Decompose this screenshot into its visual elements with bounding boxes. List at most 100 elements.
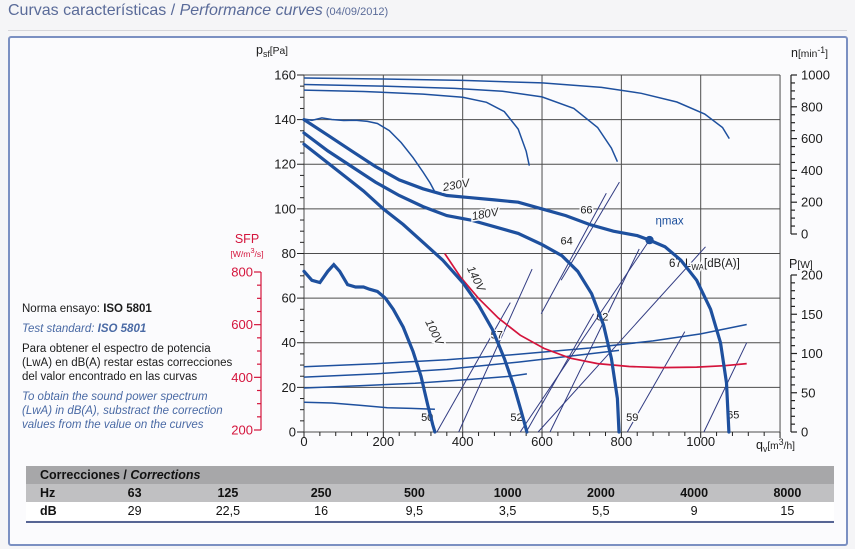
title-separator: / bbox=[166, 2, 180, 19]
sfp-axis-units: [W/m3/s] bbox=[230, 246, 263, 259]
voltage-label-230V: 230V bbox=[441, 177, 472, 194]
table-cell: 29 bbox=[127, 504, 142, 518]
pressure-tick: 160 bbox=[274, 67, 296, 82]
flow-tick: 800 bbox=[611, 434, 633, 449]
table-cell: 22,5 bbox=[215, 504, 241, 518]
table-cell: Hz bbox=[40, 486, 56, 500]
title-spanish: Curvas características bbox=[8, 2, 167, 19]
efficiency-max-label: ηmax bbox=[655, 215, 683, 227]
speed-tick: 0 bbox=[801, 227, 808, 242]
power-tick: 0 bbox=[801, 425, 808, 440]
speed-curve-n-140V bbox=[303, 89, 531, 166]
table-cell: 16 bbox=[314, 504, 329, 518]
frequency-row: Hz 63 125 250 500 1000 2000 4000 8000 bbox=[26, 484, 834, 502]
pressure-tick: 0 bbox=[289, 425, 296, 440]
table-cell: 9,5 bbox=[405, 504, 424, 518]
sound-label-52: 52 bbox=[510, 412, 522, 424]
speed-curve-n-230V bbox=[303, 77, 730, 139]
pressure-axis-title: psf[Pa] bbox=[256, 43, 288, 59]
sound-label-59: 59 bbox=[626, 412, 638, 424]
power-curve-P-230V bbox=[303, 323, 747, 368]
corrections-table-title: Correcciones / Corrections bbox=[26, 466, 834, 484]
table-cell: dB bbox=[40, 504, 57, 518]
flow-tick: 0 bbox=[300, 434, 307, 449]
flow-tick: 600 bbox=[531, 434, 553, 449]
flow-tick: 400 bbox=[452, 434, 474, 449]
sfp-tick: 600 bbox=[231, 317, 253, 332]
speed-curve-n-180V bbox=[303, 83, 619, 163]
table-cell: 2000 bbox=[586, 486, 615, 500]
sound-line-57 bbox=[458, 268, 533, 433]
power-curve-P-140V bbox=[303, 373, 528, 389]
power-tick: 50 bbox=[801, 385, 815, 400]
pressure-tick: 100 bbox=[274, 201, 296, 216]
corrections-table: Correcciones / Corrections Hz 63 125 250 500… bbox=[26, 466, 834, 523]
pressure-tick: 80 bbox=[282, 246, 296, 261]
table-underline bbox=[26, 521, 834, 523]
chart-frame: 160 140 120 100 80 60 40 20 0 psf[Pa] 0 200 400 600 80… bbox=[8, 36, 848, 546]
speed-tick: 200 bbox=[801, 195, 823, 210]
table-cell: 3,5 bbox=[498, 504, 517, 518]
table-cell: 125 bbox=[217, 486, 239, 500]
pressure-tick: 20 bbox=[282, 380, 296, 395]
pressure-tick: 120 bbox=[274, 157, 296, 172]
table-cell: 15 bbox=[780, 504, 795, 518]
test-standard-note: Norma ensayo: ISO 5801 Test standard: IS… bbox=[22, 302, 236, 438]
sound-label-66: 66 bbox=[580, 204, 592, 216]
speed-tick: 1000 bbox=[801, 68, 830, 83]
flow-axis-title: qv[m3/h] bbox=[756, 437, 795, 454]
table-cell: 250 bbox=[310, 486, 332, 500]
table-cell: 500 bbox=[403, 486, 425, 500]
norma-ensayo-line: Norma ensayo: ISO 5801 bbox=[22, 303, 152, 315]
pressure-tick: 60 bbox=[282, 291, 296, 306]
pressure-curve-230V bbox=[302, 118, 731, 434]
sound-line-50 bbox=[436, 302, 511, 433]
sound-label-67: 67 LWA[dB(A)] bbox=[669, 258, 740, 272]
table-cell: 5,5 bbox=[592, 504, 610, 518]
sfp-tick: 200 bbox=[231, 423, 253, 438]
pressure-curve-140V bbox=[302, 142, 529, 434]
table-cell: 1000 bbox=[493, 486, 522, 500]
sound-line-59 bbox=[626, 331, 686, 433]
table-cell: 9 bbox=[690, 504, 698, 518]
speed-tick: 800 bbox=[801, 99, 823, 114]
speed-tick: 600 bbox=[801, 131, 823, 146]
sfp-curve bbox=[444, 253, 747, 369]
sound-line-67 bbox=[537, 246, 706, 433]
power-tick: 200 bbox=[801, 268, 823, 283]
test-standard-line: Test standard: ISO 5801 bbox=[22, 323, 147, 335]
table-cell: 63 bbox=[127, 486, 142, 500]
speed-tick: 400 bbox=[801, 163, 823, 178]
sfp-axis-title: SFP bbox=[235, 232, 259, 246]
pressure-tick: 140 bbox=[274, 112, 296, 127]
sound-line-62 bbox=[549, 248, 640, 433]
table-cell: 8000 bbox=[773, 486, 802, 500]
power-tick: 100 bbox=[801, 346, 823, 361]
power-axis-title: P[W] bbox=[789, 257, 813, 271]
pressure-curve-100V bbox=[302, 262, 437, 434]
table-cell: 4000 bbox=[680, 486, 709, 500]
sfp-tick: 400 bbox=[231, 370, 253, 385]
title-date: (04/09/2012) bbox=[322, 6, 389, 18]
page-title: Curvas características / Performance cur… bbox=[8, 2, 847, 31]
power-curve-P-180V bbox=[303, 349, 620, 378]
speed-curve-n-100V bbox=[303, 117, 436, 193]
flow-tick: 200 bbox=[372, 434, 394, 449]
sound-line-64 bbox=[540, 193, 607, 314]
corrections-note-es: Para obtener el espectro de potencia (Lw… bbox=[22, 343, 233, 383]
speed-axis-title: n[min-1] bbox=[791, 45, 828, 60]
power-curve-P-100V bbox=[303, 401, 435, 410]
sfp-tick: 800 bbox=[231, 265, 253, 280]
voltage-label-100V: 100V bbox=[422, 318, 445, 349]
corrections-note-en: To obtain the sound power spectrum (LwA)… bbox=[22, 391, 223, 431]
efficiency-line bbox=[519, 239, 650, 433]
title-english: Performance curves bbox=[179, 2, 323, 19]
pressure-tick: 40 bbox=[282, 335, 296, 350]
pressure-curve-180V bbox=[302, 131, 621, 434]
power-tick: 150 bbox=[801, 307, 823, 322]
decibel-row: dB 29 22,5 16 9,5 3,5 5,5 9 15 bbox=[26, 502, 834, 520]
sound-label-64: 64 bbox=[560, 236, 572, 248]
flow-tick: 1000 bbox=[686, 434, 715, 449]
